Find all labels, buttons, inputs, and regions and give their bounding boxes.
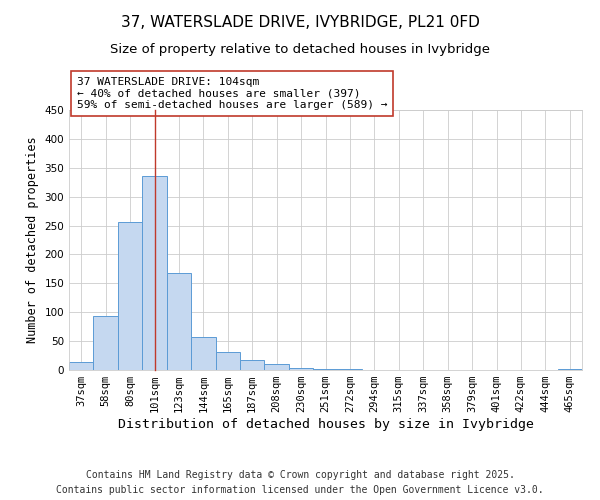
Bar xyxy=(313,369,338,370)
Text: 37, WATERSLADE DRIVE, IVYBRIDGE, PL21 0FD: 37, WATERSLADE DRIVE, IVYBRIDGE, PL21 0F… xyxy=(121,15,479,30)
Bar xyxy=(118,222,142,370)
Bar xyxy=(167,273,191,370)
Text: Contains HM Land Registry data © Crown copyright and database right 2025.
Contai: Contains HM Land Registry data © Crown c… xyxy=(56,470,544,495)
Text: 37 WATERSLADE DRIVE: 104sqm
← 40% of detached houses are smaller (397)
59% of se: 37 WATERSLADE DRIVE: 104sqm ← 40% of det… xyxy=(77,77,387,110)
Bar xyxy=(142,176,167,370)
Bar xyxy=(191,337,215,370)
Bar xyxy=(265,364,289,370)
Bar xyxy=(240,360,265,370)
Bar xyxy=(94,316,118,370)
Bar xyxy=(289,368,313,370)
Bar xyxy=(215,352,240,370)
Y-axis label: Number of detached properties: Number of detached properties xyxy=(26,136,39,344)
Text: Size of property relative to detached houses in Ivybridge: Size of property relative to detached ho… xyxy=(110,42,490,56)
X-axis label: Distribution of detached houses by size in Ivybridge: Distribution of detached houses by size … xyxy=(118,418,533,431)
Bar xyxy=(69,362,94,370)
